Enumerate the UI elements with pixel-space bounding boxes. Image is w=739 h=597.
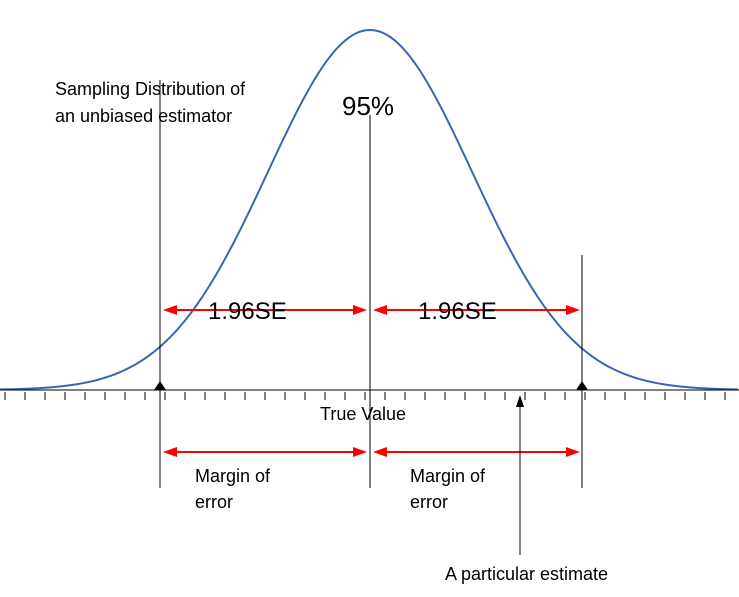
axis-marker-right (576, 381, 588, 390)
label-title_line2: an unbiased estimator (55, 106, 232, 126)
axis-marker-left (154, 381, 166, 390)
label-moe_r1: Margin of (410, 466, 486, 486)
sampling-distribution-diagram: Sampling Distribution of an unbiased esti… (0, 0, 739, 597)
estimate-arrow (516, 395, 524, 555)
arrow-moe-left (163, 447, 367, 457)
label-se_left: 1.96SE (208, 298, 287, 325)
label-se_right: 1.96SE (418, 298, 497, 325)
label-moe_l1: Margin of (195, 466, 271, 486)
label-estimate: A particular estimate (445, 564, 608, 584)
arrow-moe-right (373, 447, 580, 457)
label-title_line1: Sampling Distribution of (55, 79, 246, 99)
label-moe_r2: error (410, 492, 448, 512)
label-moe_l2: error (195, 492, 233, 512)
label-true_value: True Value (320, 404, 406, 424)
label-pct95: 95% (342, 91, 394, 121)
